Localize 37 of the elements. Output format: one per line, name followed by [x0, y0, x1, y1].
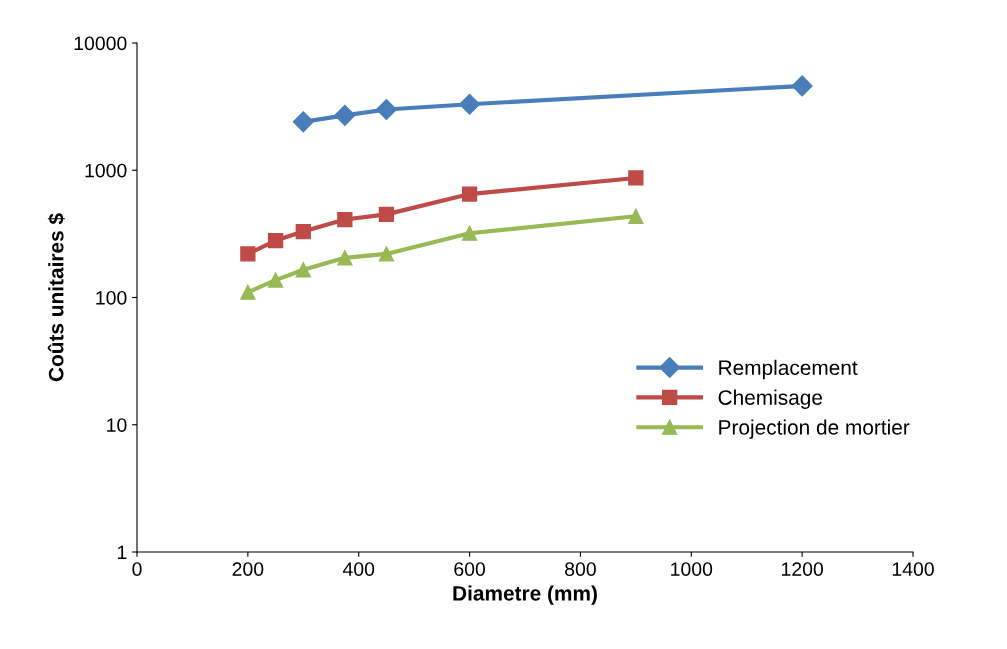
point [240, 284, 256, 300]
point [267, 272, 284, 288]
point [334, 104, 356, 126]
legend-label: Projection de mortier [719, 419, 910, 439]
legend-label: Chemisage [718, 389, 823, 410]
point [292, 111, 314, 133]
point [240, 246, 256, 262]
point [337, 211, 353, 228]
x-tick-label: 600 [454, 562, 486, 576]
point [378, 246, 395, 262]
y-tick-label: 10000 [74, 36, 127, 51]
x-tick-label: 1400 [892, 562, 934, 576]
point [459, 93, 481, 115]
point [628, 208, 644, 224]
x-axis-title: Diametre (mm) [453, 585, 597, 605]
y-tick-label: 1000 [85, 163, 127, 178]
point [461, 225, 478, 241]
x-tick-label: 0 [132, 562, 142, 576]
y-tick-label: 1 [117, 545, 127, 560]
point [461, 186, 478, 202]
x-tick-label: 200 [232, 562, 264, 576]
y-tick-label: 100 [96, 290, 127, 305]
point [295, 223, 311, 240]
y-axis-title: Coûts unitaires $ [47, 213, 65, 382]
point [267, 232, 284, 249]
point [337, 250, 353, 266]
point [375, 99, 397, 121]
point [791, 75, 813, 97]
x-tick-label: 400 [342, 562, 375, 576]
legend-label: Remplacement [719, 359, 858, 380]
point [295, 262, 311, 278]
point [628, 170, 644, 186]
y-tick-label: 10 [107, 418, 127, 432]
point [378, 206, 395, 223]
x-tick-label: 1200 [782, 562, 824, 576]
x-tick-label: 800 [565, 562, 596, 576]
x-tick-label: 1000 [671, 562, 713, 576]
